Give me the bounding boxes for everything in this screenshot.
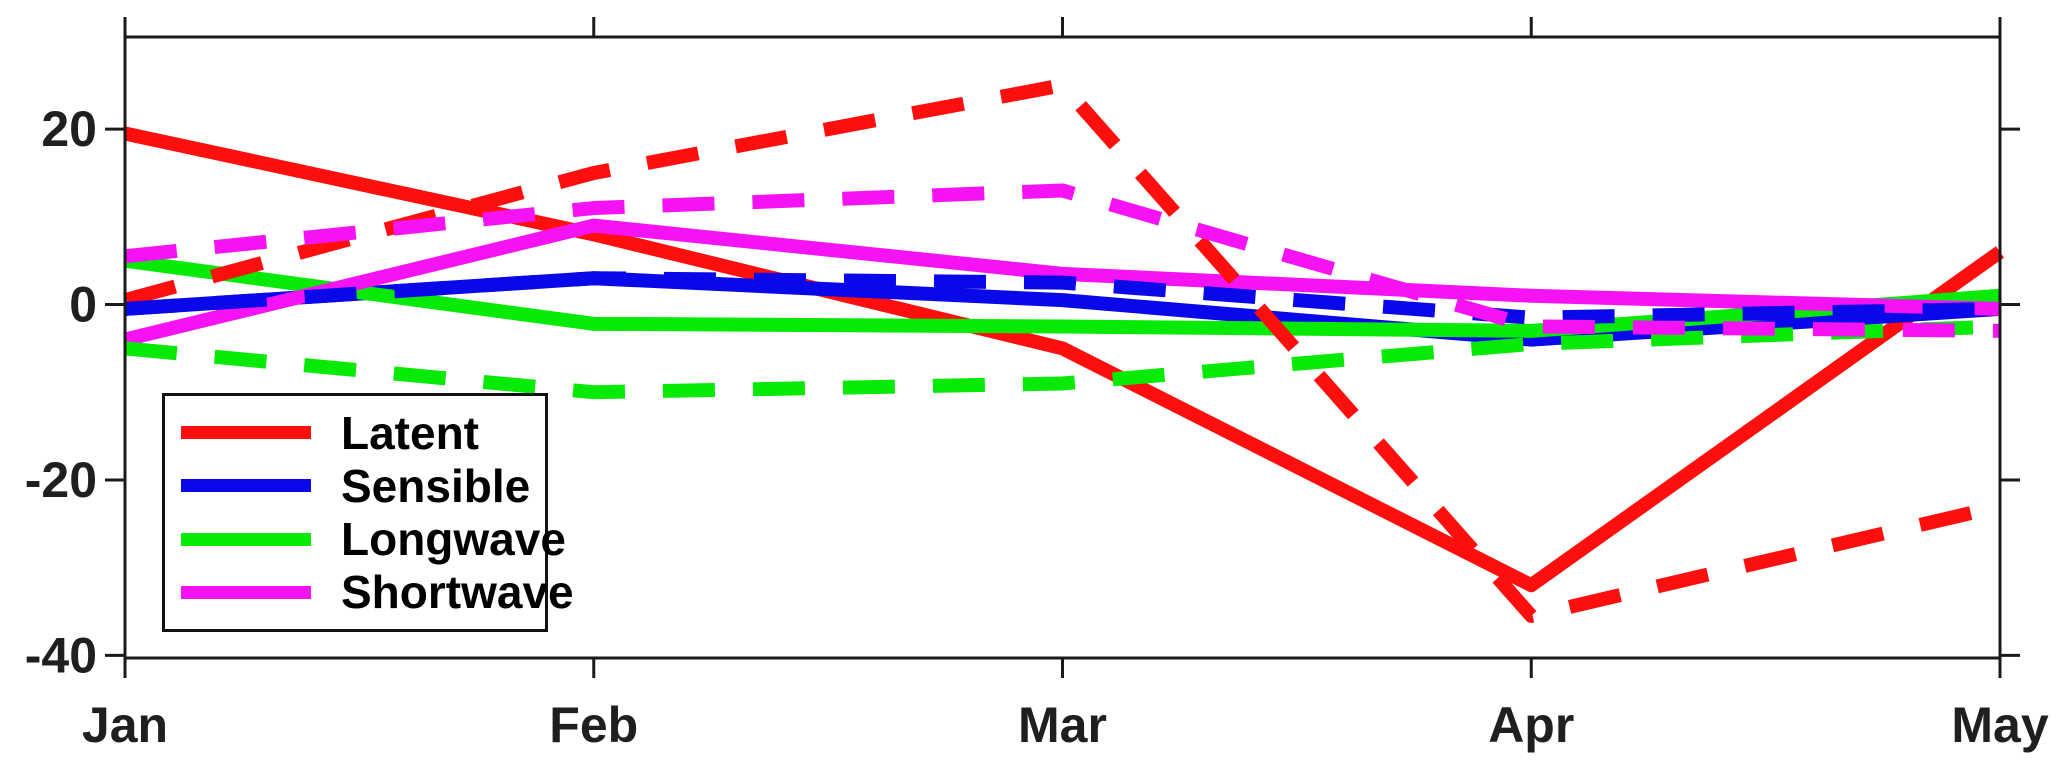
legend-box: Latent Sensible Longwave Shortwave	[162, 393, 574, 632]
legend-item-shortwave: Shortwave	[165, 569, 574, 615]
legend-item-longwave: Longwave	[165, 516, 566, 562]
legend-swatch-longwave	[181, 532, 311, 546]
series-line-latent	[123, 126, 2005, 593]
y-tick-label--20: -20	[25, 452, 97, 508]
series-line-longwave-dashed	[124, 319, 2001, 400]
y-tick-label--40: -40	[25, 627, 97, 683]
legend-label-longwave: Longwave	[341, 513, 566, 566]
x-tick-label-feb: Feb	[549, 697, 638, 753]
legend-swatch-shortwave	[181, 585, 311, 599]
series-line-sensible-dashed	[124, 271, 2001, 325]
x-tick-label-mar: Mar	[1018, 697, 1107, 753]
y-tick-label-0: 0	[69, 277, 97, 333]
legend-label-latent: Latent	[341, 406, 479, 459]
legend-item-sensible: Sensible	[165, 463, 545, 509]
y-tick-label-20: 20	[41, 101, 97, 157]
legend-label-shortwave: Shortwave	[341, 566, 574, 619]
legend-swatch-latent	[181, 426, 311, 440]
series-line-latent-dashed	[123, 78, 2002, 623]
x-tick-label-may: May	[1951, 697, 2048, 753]
x-tick-label-apr: Apr	[1488, 697, 1574, 753]
legend-swatch-sensible	[181, 479, 311, 493]
series-line-shortwave	[123, 218, 2001, 347]
legend-item-latent: Latent	[165, 410, 545, 456]
x-tick-label-jan: Jan	[82, 697, 168, 753]
legend-label-sensible: Sensible	[341, 459, 531, 512]
series-line-shortwave-dashed	[124, 183, 2001, 338]
